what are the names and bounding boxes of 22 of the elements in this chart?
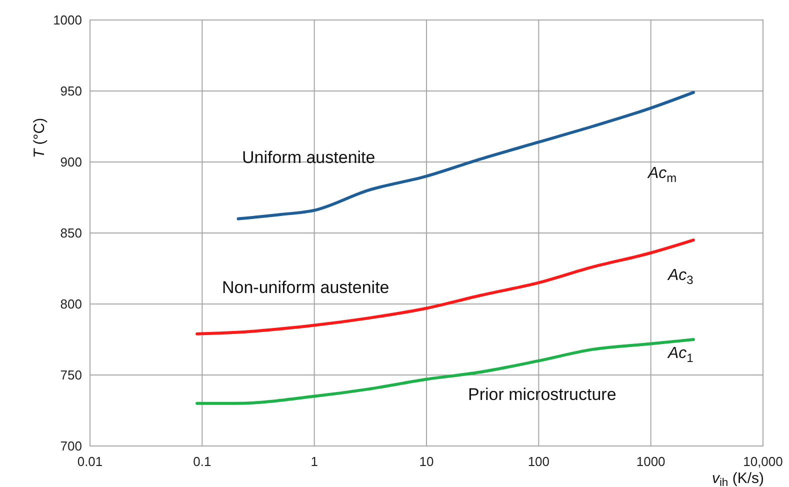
x-tick-label: 0.01 xyxy=(77,454,103,469)
y-tick-label: 800 xyxy=(60,296,82,312)
x-tick-label: 1000 xyxy=(636,454,666,469)
y-tick-label: 850 xyxy=(60,226,82,241)
y-axis-title: T (°C) xyxy=(31,118,48,158)
x-tick-label: 10,000 xyxy=(743,454,783,469)
x-tick-label: 10 xyxy=(419,454,434,469)
x-tick-label: 100 xyxy=(528,454,550,469)
y-tick-label: 750 xyxy=(60,368,82,383)
annotation: Ac$_{3}$ xyxy=(667,267,694,287)
annotation: Non-uniform austenite xyxy=(222,278,390,297)
annotation: Prior microstructure xyxy=(468,385,616,404)
annotation: Ac$_{1}$ xyxy=(667,345,694,365)
annotation: Ac$_{m}$ xyxy=(647,165,677,185)
x-tick-label: 0.1 xyxy=(193,454,212,469)
y-tick-label: 900 xyxy=(60,154,82,170)
x-axis-title: v$_{ih}$ (K/s) xyxy=(712,470,764,487)
y-tick-label: 1000 xyxy=(53,12,82,28)
y-tick-label: 950 xyxy=(60,84,82,99)
y-tick-label: 700 xyxy=(60,438,82,454)
x-tick-label: 1 xyxy=(310,454,318,469)
annotation: Uniform austenite xyxy=(242,148,376,167)
